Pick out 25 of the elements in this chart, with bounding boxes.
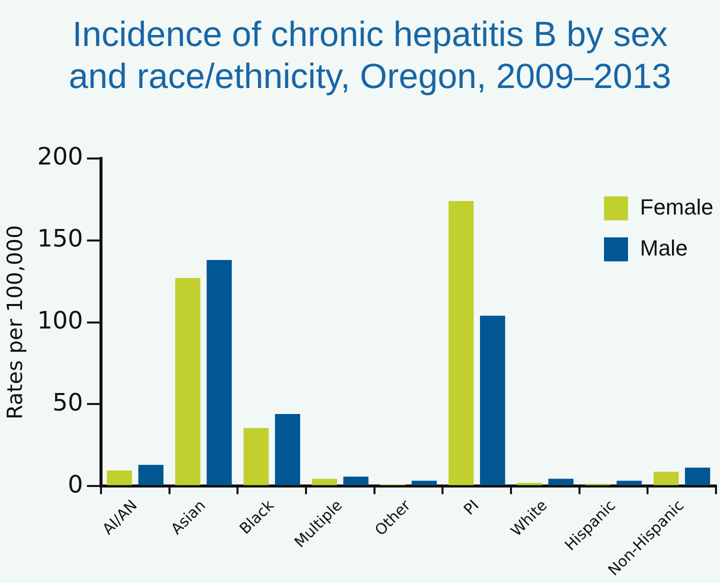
y-tick-label: 100 xyxy=(37,306,84,334)
bar xyxy=(244,428,269,486)
bar xyxy=(175,278,200,486)
bar xyxy=(206,260,232,486)
bar xyxy=(548,478,574,486)
bar xyxy=(684,468,710,486)
bar xyxy=(616,480,642,486)
bar xyxy=(448,201,474,486)
bar xyxy=(138,464,164,486)
bar xyxy=(274,414,300,486)
bar xyxy=(343,476,368,486)
y-tick-label: 150 xyxy=(37,224,84,253)
legend-label: Female xyxy=(640,194,714,220)
bar xyxy=(480,316,506,486)
bar xyxy=(412,480,437,486)
y-tick-label: 200 xyxy=(37,142,84,171)
chart-title: Incidence of chronic hepatitis B by sex and race/ethnicity, Oregon, 2009–2013 xyxy=(68,14,672,98)
bar xyxy=(312,478,338,486)
bar xyxy=(654,472,679,486)
x-tick-label: PI xyxy=(460,496,482,519)
legend-label: Male xyxy=(640,235,688,260)
bar xyxy=(106,470,132,486)
y-tick-label: 50 xyxy=(52,388,84,416)
y-tick-label: 0 xyxy=(68,470,84,498)
y-axis-title: Rates per 100,000 xyxy=(3,225,28,420)
